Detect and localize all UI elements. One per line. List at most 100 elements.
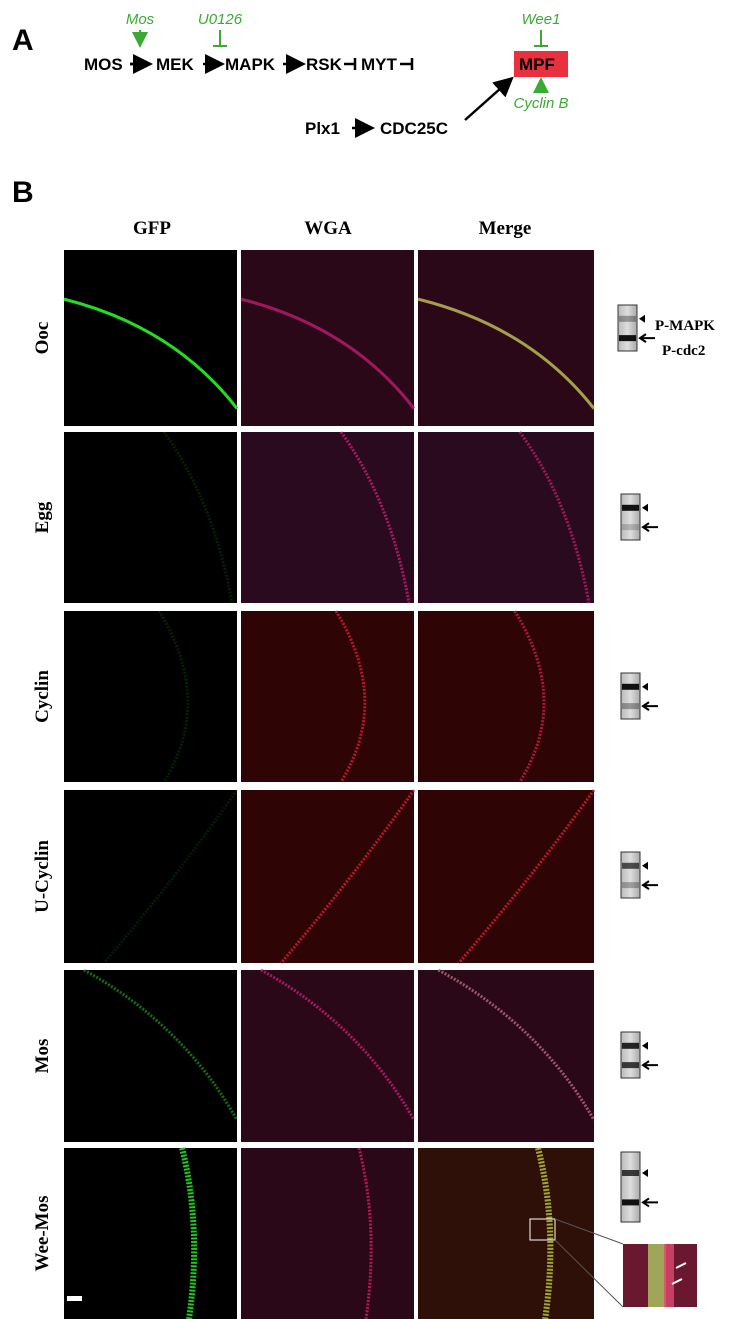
micrograph	[64, 970, 237, 1142]
blot-band	[622, 1170, 639, 1176]
blot-band	[622, 863, 639, 869]
arrowhead	[642, 683, 648, 691]
micrograph	[64, 432, 237, 603]
regulator: Wee1	[522, 11, 561, 28]
micrograph	[241, 432, 414, 603]
western-blot	[618, 305, 655, 351]
micrograph-bg	[64, 790, 237, 963]
micrograph	[418, 250, 594, 426]
row-label: U-Cyclin	[32, 840, 53, 913]
arrow	[643, 523, 658, 531]
node: MYT	[361, 55, 398, 74]
blot-band	[622, 882, 639, 888]
node: MOS	[84, 55, 123, 74]
node: CDC25C	[380, 119, 448, 138]
arrowhead	[642, 1042, 648, 1050]
micrograph	[241, 1148, 414, 1319]
micrograph-bg	[64, 250, 237, 426]
blot-band	[622, 684, 639, 690]
micrograph-bg	[418, 970, 594, 1142]
blot-band	[619, 335, 636, 341]
arrowhead	[642, 504, 648, 512]
column-header: WGA	[304, 218, 352, 239]
blot-strip	[621, 494, 640, 540]
micrograph-bg	[418, 790, 594, 963]
micrograph-bg	[64, 432, 237, 603]
micrograph	[241, 970, 414, 1142]
micrograph-bg	[241, 611, 414, 782]
blot-band	[622, 1199, 639, 1205]
regulator-arrows	[140, 30, 548, 92]
micrograph-bg	[241, 970, 414, 1142]
micrograph	[418, 790, 594, 963]
arrowhead	[642, 862, 648, 870]
western-blot	[621, 852, 658, 898]
micrograph	[64, 250, 237, 426]
column-header: GFP	[133, 218, 171, 239]
micrograph-bg	[241, 790, 414, 963]
western-blot	[621, 1152, 658, 1222]
row-label: Cyclin	[32, 670, 53, 723]
row-label: Ooc	[32, 322, 53, 355]
arrowhead	[639, 315, 645, 323]
blot-label: P-cdc2	[662, 343, 705, 359]
micrograph	[241, 250, 414, 426]
micrograph	[64, 1148, 237, 1319]
column-header: Merge	[479, 218, 532, 239]
micrograph	[241, 790, 414, 963]
blot-band	[622, 524, 639, 530]
micrograph	[64, 611, 237, 782]
inset-signal	[648, 1244, 666, 1307]
blot-band	[619, 316, 636, 322]
micrograph-bg	[418, 611, 594, 782]
blot-strip	[621, 673, 640, 719]
micrograph	[418, 611, 594, 782]
regulator: Mos	[126, 11, 155, 28]
micrograph-bg	[418, 1148, 594, 1319]
scale-bar	[67, 1296, 82, 1301]
micrograph-bg	[241, 432, 414, 603]
micrograph	[418, 432, 594, 603]
row-label: Egg	[32, 501, 53, 533]
panel-label: B	[12, 176, 34, 209]
blot-band	[622, 1043, 639, 1049]
micrograph-bg	[418, 250, 594, 426]
inset-signal	[664, 1244, 674, 1307]
micrograph-bg	[241, 1148, 414, 1319]
arrow	[643, 881, 658, 889]
blot-strip	[621, 1152, 640, 1222]
node: RSK	[306, 55, 343, 74]
micrograph	[418, 970, 594, 1142]
micrograph-bg	[241, 250, 414, 426]
western-blot	[621, 494, 658, 540]
micrograph	[64, 790, 237, 963]
node: MEK	[156, 55, 195, 74]
node: MAPK	[225, 55, 276, 74]
row-label: Mos	[32, 1039, 53, 1074]
panel-label: A	[12, 24, 34, 57]
micrograph-bg	[64, 1148, 237, 1319]
micrograph	[241, 611, 414, 782]
regulator: Cyclin B	[513, 95, 568, 112]
arrow	[643, 1061, 658, 1069]
arrow	[640, 334, 655, 342]
micrograph	[418, 1148, 594, 1319]
blot-band	[622, 1062, 639, 1068]
arrow	[643, 702, 658, 710]
blot-strip	[621, 852, 640, 898]
micrograph-bg	[64, 611, 237, 782]
regulator: U0126	[198, 11, 243, 28]
blot-label: P-MAPK	[655, 318, 715, 334]
arrow	[643, 1198, 658, 1206]
western-blot	[621, 673, 658, 719]
blot-strip	[621, 1032, 640, 1078]
blot-strip	[618, 305, 637, 351]
node: MPF	[519, 55, 555, 74]
figure: A Mos U0126 Wee1 Cyclin B MOS MEK MAPK R…	[0, 0, 736, 1319]
blot-band	[622, 505, 639, 511]
micrograph-bg	[64, 970, 237, 1142]
western-blot	[621, 1032, 658, 1078]
blot-band	[622, 703, 639, 709]
row-label: Wee-Mos	[32, 1196, 53, 1272]
arrowhead	[642, 1169, 648, 1177]
